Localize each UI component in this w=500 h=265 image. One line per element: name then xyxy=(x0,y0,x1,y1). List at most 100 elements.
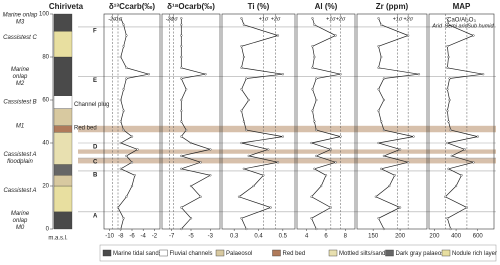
data-point xyxy=(180,23,183,26)
data-point xyxy=(407,161,410,164)
data-point xyxy=(311,66,314,69)
legend-label: Nodule rich layer xyxy=(452,251,497,257)
panel-title: δ¹⁸Ocarb(‰) xyxy=(167,2,215,11)
data-point xyxy=(247,98,250,102)
data-point xyxy=(377,17,380,20)
red-bed-band xyxy=(78,125,496,133)
y-tick-label: 20 xyxy=(42,184,49,190)
data-point xyxy=(310,217,313,220)
data-point xyxy=(276,34,280,37)
data-point xyxy=(189,217,193,220)
data-point xyxy=(122,129,125,132)
data-point xyxy=(245,227,248,231)
data-point xyxy=(380,23,383,26)
data-point xyxy=(377,45,380,48)
data-point xyxy=(119,17,122,20)
data-point xyxy=(313,167,316,170)
legend-swatch xyxy=(441,249,451,257)
panel-title: Zr (ppm) xyxy=(376,2,409,11)
zone-label: Arid xyxy=(431,23,443,29)
y-tick-label: 0 xyxy=(46,227,50,233)
panel-title: δ¹³Ccarb(‰) xyxy=(109,2,156,11)
data-point xyxy=(119,98,122,102)
y-tick-label: 40 xyxy=(42,141,49,147)
x-tick-label: -8 xyxy=(118,234,124,240)
data-point xyxy=(240,88,243,91)
data-point xyxy=(315,154,318,157)
data-point xyxy=(122,45,125,48)
data-point xyxy=(447,55,450,59)
data-point xyxy=(247,154,250,157)
data-point xyxy=(240,109,243,112)
data-point xyxy=(130,184,134,188)
legend-swatch xyxy=(328,249,338,257)
x-tick-label: 200 xyxy=(429,234,440,240)
data-point xyxy=(315,98,318,102)
data-point xyxy=(377,141,380,145)
data-point xyxy=(180,77,183,80)
strat-unit xyxy=(53,211,73,230)
legend-swatch xyxy=(159,249,168,257)
y-tick-label: 100 xyxy=(39,12,50,18)
data-point xyxy=(262,174,265,177)
data-point xyxy=(447,120,450,123)
strat-unit xyxy=(53,175,73,187)
data-point xyxy=(180,135,183,138)
marker-label: F xyxy=(93,28,97,34)
formation-label: Marine onlap xyxy=(3,12,38,18)
data-point xyxy=(310,141,313,145)
strat-unit xyxy=(53,56,73,96)
legend-swatch xyxy=(385,249,394,257)
data-point xyxy=(125,34,128,37)
data-point xyxy=(209,148,212,151)
x-tick-label: 4 xyxy=(305,234,309,240)
data-point xyxy=(242,167,245,170)
x-tick-label: 0.4 xyxy=(254,234,263,240)
data-point xyxy=(412,135,415,138)
data-point xyxy=(242,55,245,59)
formation-label: Cassistest A xyxy=(3,188,36,194)
data-point xyxy=(119,227,122,231)
data-point xyxy=(446,66,449,69)
data-point xyxy=(240,66,243,69)
formation-label: onlap xyxy=(13,218,28,224)
formation-label: Cassistest C xyxy=(3,35,37,41)
legend-frame xyxy=(99,244,497,262)
data-point xyxy=(339,73,342,76)
data-point xyxy=(180,227,183,231)
column-note: Red bed xyxy=(74,126,97,132)
profile-line xyxy=(310,18,341,230)
x-tick-label: -2 xyxy=(152,234,158,240)
data-point xyxy=(125,195,128,198)
x-tick-label: -3 xyxy=(208,234,214,240)
data-point xyxy=(133,174,136,177)
data-point xyxy=(407,34,410,37)
data-point xyxy=(240,141,243,145)
data-point xyxy=(324,174,328,177)
data-point xyxy=(122,217,125,220)
data-point xyxy=(311,17,314,20)
data-point xyxy=(446,45,449,48)
data-point xyxy=(398,148,402,151)
data-point xyxy=(320,184,323,188)
sigma-label: -1σ xyxy=(114,16,123,22)
data-point xyxy=(449,129,452,132)
data-point xyxy=(125,154,128,157)
formation-label: Cassistest A xyxy=(3,152,36,158)
legend-swatch xyxy=(272,249,281,257)
data-point xyxy=(311,88,314,91)
column-title: Chiriveta xyxy=(49,2,84,11)
data-point xyxy=(180,120,183,123)
data-point xyxy=(315,227,318,231)
data-point xyxy=(245,77,248,80)
data-point xyxy=(482,73,485,76)
data-point xyxy=(269,206,272,209)
data-point xyxy=(377,109,380,112)
data-point xyxy=(450,154,453,157)
data-point xyxy=(147,73,150,76)
data-point xyxy=(281,135,284,138)
marker-label: B xyxy=(93,173,98,179)
marker-label: C xyxy=(93,160,98,166)
marker-label: E xyxy=(93,78,97,84)
legend-label: Mottled silts/sands xyxy=(339,251,388,257)
